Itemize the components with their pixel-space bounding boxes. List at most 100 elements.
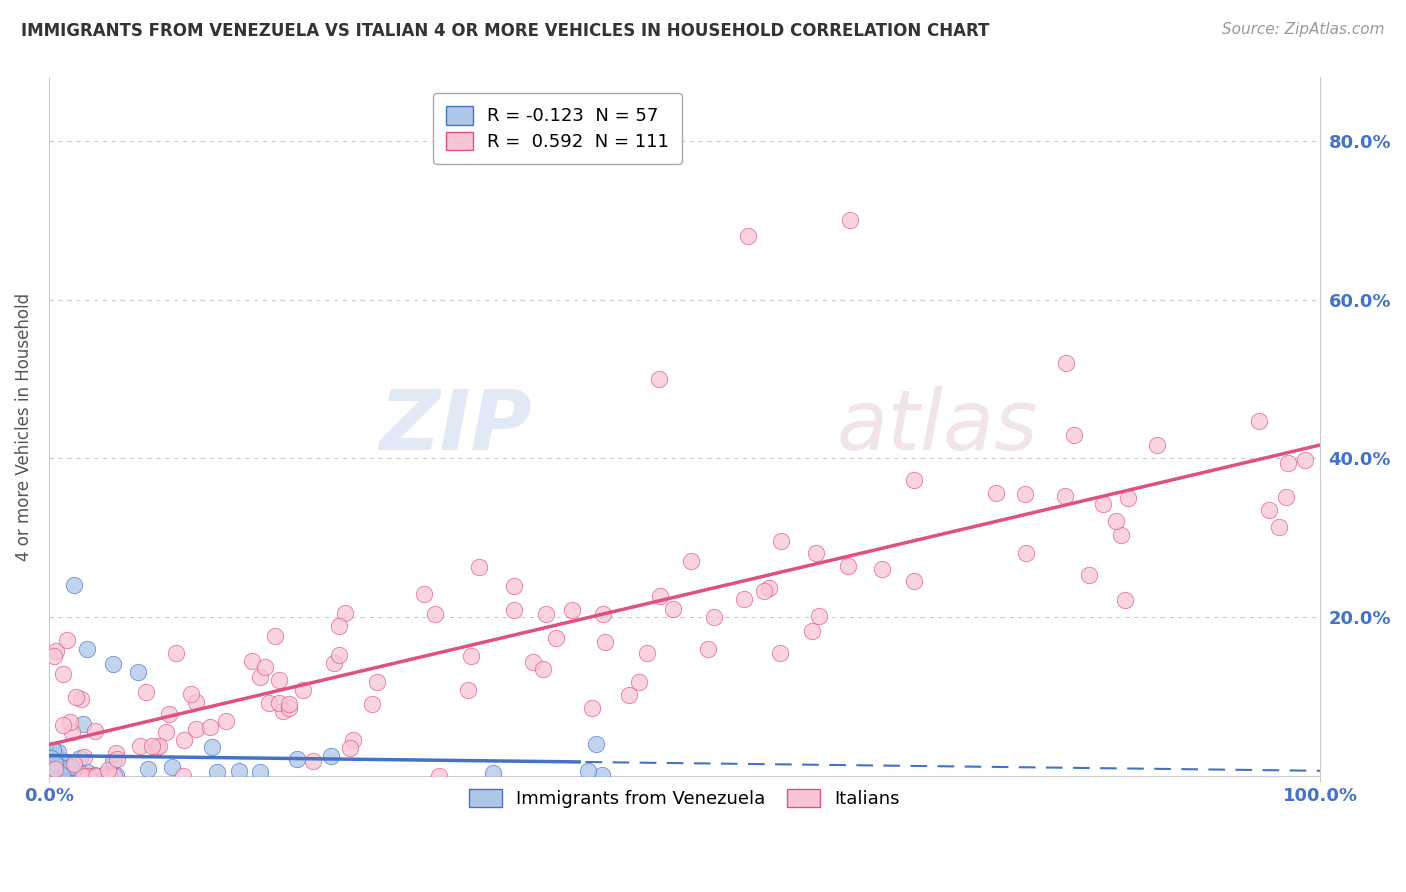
Point: [45, 644, 67, 658]
Point: [157, 706, 180, 721]
Point: [838, 213, 860, 227]
Point: [254, 659, 277, 673]
Point: [412, 587, 434, 601]
Point: [531, 662, 554, 676]
Point: [198, 720, 221, 734]
Point: [38, 767, 60, 781]
Point: [136, 762, 159, 776]
Point: [278, 701, 301, 715]
Point: [127, 665, 149, 680]
Point: [59, 715, 82, 730]
Legend: Immigrants from Venezuela, Italians: Immigrants from Venezuela, Italians: [463, 781, 907, 815]
Point: [903, 574, 925, 589]
Point: [696, 642, 718, 657]
Point: [1054, 490, 1077, 504]
Point: [42, 751, 65, 765]
Point: [703, 609, 725, 624]
Point: [903, 473, 925, 487]
Point: [808, 609, 831, 624]
Point: [39, 764, 62, 778]
Point: [103, 768, 125, 782]
Point: [758, 581, 780, 595]
Point: [423, 607, 446, 621]
Point: [1146, 438, 1168, 452]
Point: [84, 723, 107, 738]
Point: [328, 648, 350, 662]
Point: [52, 764, 75, 778]
Point: [503, 578, 526, 592]
Point: [49, 760, 72, 774]
Point: [1277, 456, 1299, 470]
Point: [269, 673, 291, 687]
Point: [41, 763, 63, 777]
Point: [73, 749, 96, 764]
Point: [468, 560, 491, 574]
Point: [503, 602, 526, 616]
Point: [98, 768, 121, 782]
Point: [1116, 491, 1139, 506]
Point: [335, 606, 357, 620]
Point: [287, 752, 309, 766]
Point: [83, 768, 105, 782]
Point: [595, 635, 617, 649]
Point: [460, 648, 482, 663]
Point: [41, 762, 63, 776]
Point: [1274, 490, 1296, 504]
Point: [186, 695, 208, 709]
Point: [165, 646, 187, 660]
Point: [872, 561, 894, 575]
Point: [105, 752, 128, 766]
Point: [801, 624, 824, 638]
Point: [101, 657, 124, 672]
Point: [1078, 568, 1101, 582]
Point: [76, 764, 98, 779]
Point: [69, 691, 91, 706]
Point: [576, 764, 599, 779]
Point: [52, 666, 75, 681]
Point: [581, 700, 603, 714]
Point: [339, 741, 361, 756]
Text: ZIP: ZIP: [380, 386, 531, 467]
Point: [267, 696, 290, 710]
Point: [1054, 356, 1077, 370]
Point: [240, 654, 263, 668]
Point: [754, 584, 776, 599]
Point: [457, 683, 479, 698]
Point: [546, 631, 568, 645]
Point: [636, 646, 658, 660]
Point: [56, 633, 79, 648]
Point: [55, 764, 77, 778]
Point: [60, 725, 83, 739]
Point: [173, 768, 195, 782]
Point: [837, 558, 859, 573]
Point: [1092, 497, 1115, 511]
Point: [148, 739, 170, 753]
Point: [72, 768, 94, 782]
Point: [44, 751, 66, 765]
Point: [650, 589, 672, 603]
Point: [46, 745, 69, 759]
Point: [292, 682, 315, 697]
Point: [1109, 528, 1132, 542]
Point: [482, 766, 505, 780]
Point: [617, 688, 640, 702]
Point: [769, 646, 792, 660]
Point: [39, 751, 62, 765]
Point: [522, 655, 544, 669]
Point: [62, 766, 84, 780]
Point: [180, 687, 202, 701]
Point: [38, 749, 60, 764]
Text: Source: ZipAtlas.com: Source: ZipAtlas.com: [1222, 22, 1385, 37]
Point: [45, 767, 67, 781]
Point: [806, 546, 828, 560]
Point: [56, 767, 79, 781]
Point: [63, 578, 86, 592]
Point: [592, 607, 614, 621]
Point: [44, 762, 66, 776]
Point: [737, 229, 759, 244]
Point: [201, 740, 224, 755]
Point: [42, 649, 65, 664]
Point: [662, 602, 685, 616]
Point: [51, 768, 73, 782]
Point: [534, 607, 557, 621]
